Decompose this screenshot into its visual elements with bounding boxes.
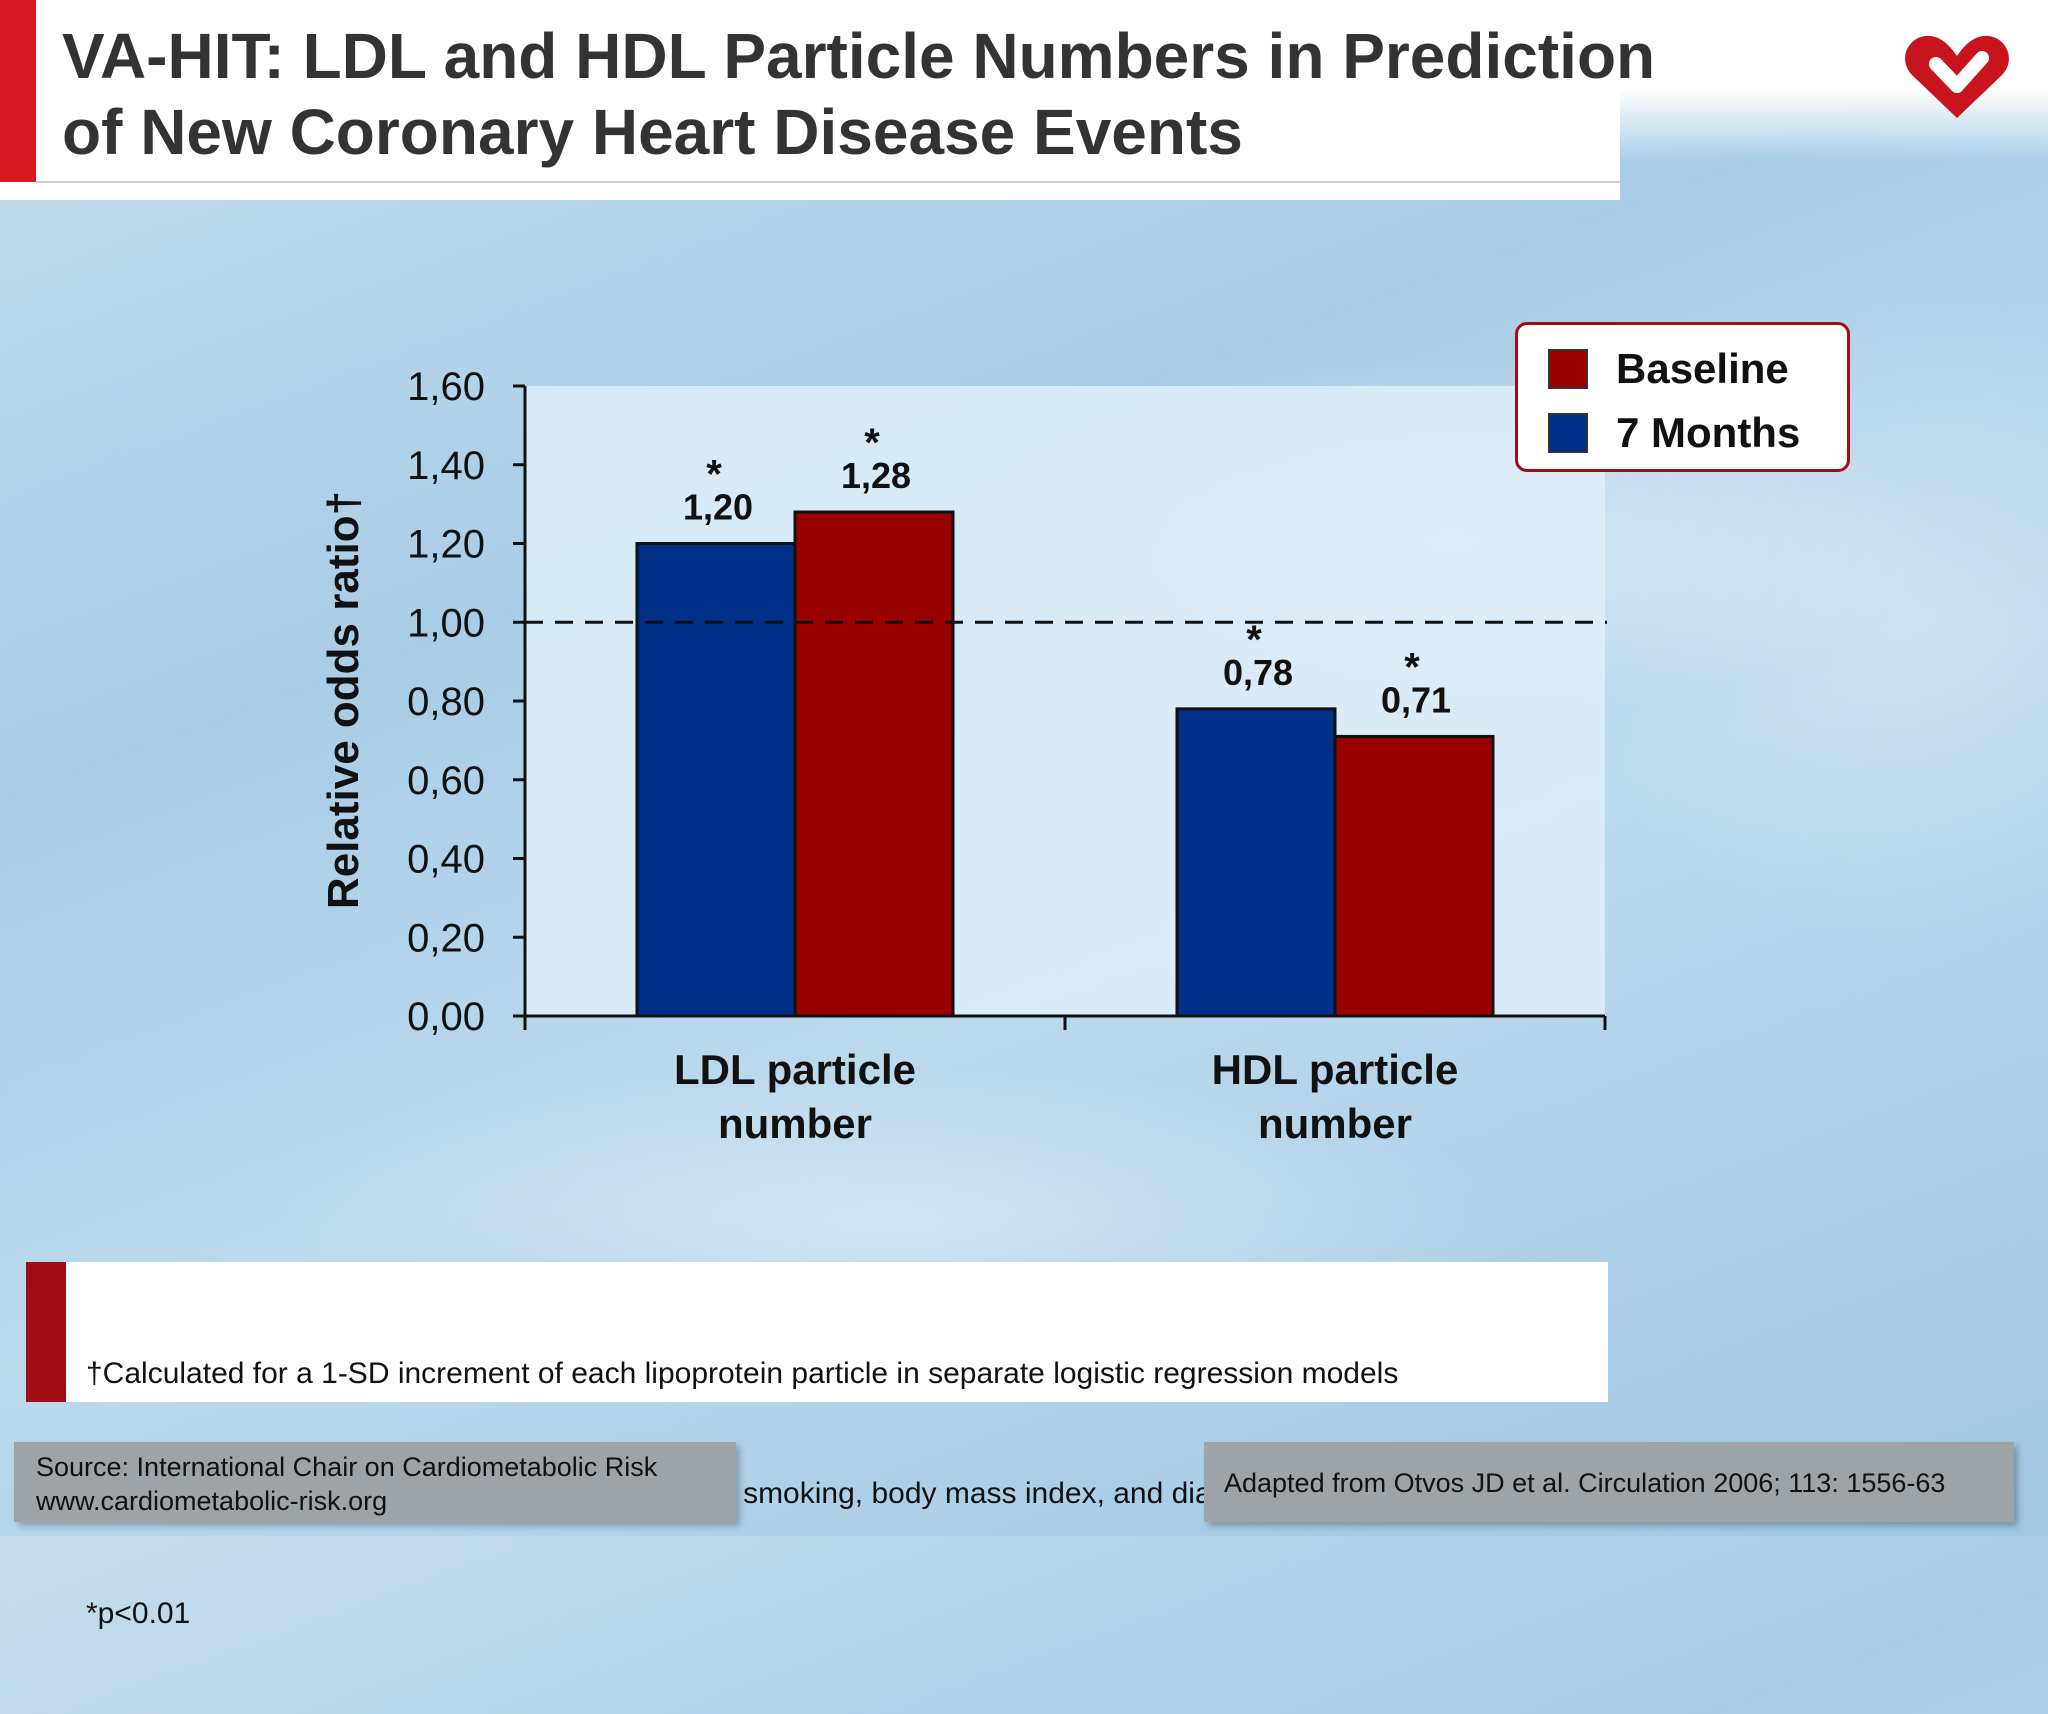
y-tick-label: 0,20 bbox=[407, 916, 485, 960]
significance-marker: * bbox=[706, 453, 722, 497]
legend-label-7-months: 7 Months bbox=[1616, 409, 1801, 456]
significance-marker: * bbox=[1246, 618, 1262, 662]
data-label: 1,28 bbox=[841, 455, 911, 496]
chart-legend: Baseline 7 Months bbox=[1515, 322, 1850, 472]
bar-7-months bbox=[635, 542, 797, 1018]
y-tick-label: 1,40 bbox=[407, 444, 485, 488]
bar-baseline bbox=[793, 510, 955, 1018]
legend-label-baseline: Baseline bbox=[1616, 345, 1789, 392]
title-line-2: of New Coronary Heart Disease Events bbox=[62, 96, 1243, 168]
page-title: VA-HIT: LDL and HDL Particle Numbers in … bbox=[62, 18, 1762, 170]
bar-7-months bbox=[1175, 707, 1337, 1018]
bar-chart: 0,00 0,20 0,40 0,60 0,80 1,00 1,20 1,40 1,60 1,2… bbox=[319, 365, 1607, 1147]
legend-item-baseline: Baseline bbox=[1548, 345, 1789, 393]
legend-swatch-7-months bbox=[1548, 413, 1588, 453]
footnote-box: †Calculated for a 1-SD increment of each… bbox=[26, 1262, 1608, 1630]
citation-box: Adapted from Otvos JD et al. Circulation… bbox=[1204, 1442, 2014, 1522]
y-tick-label: 1,60 bbox=[407, 365, 485, 409]
footnote-line-3: *p<0.01 bbox=[86, 1597, 191, 1630]
data-label: 0,71 bbox=[1381, 679, 1451, 720]
source-url: www.cardiometabolic-risk.org bbox=[36, 1486, 388, 1516]
significance-marker: * bbox=[1404, 645, 1420, 689]
data-label: 1,20 bbox=[683, 487, 753, 528]
y-tick-label: 0,00 bbox=[407, 995, 485, 1039]
bar-baseline bbox=[1333, 734, 1495, 1018]
source-text: Source: International Chair on Cardiomet… bbox=[36, 1450, 657, 1518]
footnote-accent-bar bbox=[26, 1262, 66, 1402]
source-line-1: Source: International Chair on Cardiomet… bbox=[36, 1452, 658, 1482]
source-box: Source: International Chair on Cardiomet… bbox=[14, 1442, 736, 1522]
y-tick-label: 0,80 bbox=[407, 680, 485, 724]
footnote-line-1: †Calculated for a 1-SD increment of each… bbox=[86, 1357, 1399, 1390]
y-tick-label: 0,40 bbox=[407, 838, 485, 882]
title-accent-bar bbox=[0, 0, 36, 182]
title-line-1: VA-HIT: LDL and HDL Particle Numbers in … bbox=[62, 20, 1656, 92]
title-bar bbox=[0, 0, 1620, 200]
y-tick-label: 1,20 bbox=[407, 523, 485, 567]
title-divider bbox=[36, 181, 1620, 183]
x-tick-label: LDL particle number bbox=[674, 1046, 916, 1147]
citation-text: Adapted from Otvos JD et al. Circulation… bbox=[1224, 1468, 1946, 1498]
y-tick-label: 0,60 bbox=[407, 759, 485, 803]
heart-logo-icon bbox=[1905, 35, 2009, 119]
significance-marker: * bbox=[864, 421, 880, 465]
data-label: 0,78 bbox=[1223, 652, 1293, 693]
x-tick-label: HDL particle number bbox=[1212, 1046, 1459, 1147]
y-axis-label: Relative odds ratio† bbox=[319, 491, 368, 909]
legend-item-7-months: 7 Months bbox=[1548, 409, 1800, 457]
y-tick-label: 1,00 bbox=[407, 601, 485, 645]
legend-swatch-baseline bbox=[1548, 349, 1588, 389]
